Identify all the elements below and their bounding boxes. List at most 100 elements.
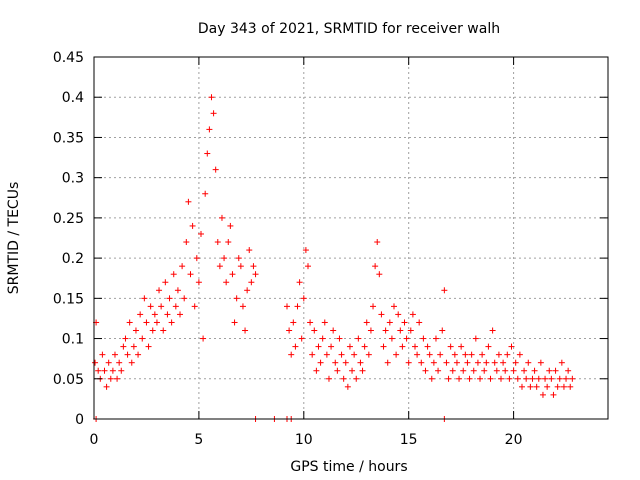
data-point: [336, 335, 343, 342]
data-point: [422, 367, 429, 374]
data-point: [388, 335, 395, 342]
data-point: [409, 311, 416, 318]
y-tick-label: 0: [75, 412, 84, 428]
data-point: [242, 327, 249, 334]
data-point: [560, 383, 567, 390]
data-point: [304, 263, 311, 270]
data-point: [462, 351, 469, 358]
data-point: [563, 375, 570, 382]
data-point: [416, 319, 423, 326]
data-point: [237, 263, 244, 270]
data-point: [95, 367, 102, 374]
data-point: [319, 335, 326, 342]
data-point: [294, 303, 301, 310]
data-point: [489, 327, 496, 334]
data-point: [233, 295, 240, 302]
data-point: [374, 239, 381, 246]
data-point: [181, 295, 188, 302]
data-point: [458, 343, 465, 350]
data-point: [252, 271, 259, 278]
data-point: [323, 351, 330, 358]
data-point: [401, 319, 408, 326]
plot-frame: [93, 56, 609, 420]
data-point: [114, 375, 121, 382]
data-point: [328, 343, 335, 350]
data-point: [567, 383, 574, 390]
data-point: [447, 343, 454, 350]
data-point: [141, 295, 148, 302]
data-point: [284, 303, 291, 310]
data-point: [514, 375, 521, 382]
data-point: [378, 311, 385, 318]
data-point: [101, 367, 108, 374]
data-point: [493, 367, 500, 374]
data-point: [418, 359, 425, 366]
y-tick-label: 0.3: [62, 171, 84, 187]
y-tick-label: 0.45: [53, 50, 84, 66]
data-point: [414, 351, 421, 358]
data-point: [223, 279, 230, 286]
data-point: [558, 359, 565, 366]
y-tick-label: 0.25: [53, 211, 84, 227]
data-point: [430, 359, 437, 366]
data-point: [239, 303, 246, 310]
data-point: [508, 343, 515, 350]
data-point: [172, 303, 179, 310]
data-point: [225, 239, 232, 246]
data-point: [397, 327, 404, 334]
data-point: [487, 375, 494, 382]
x-tick-label: 0: [90, 432, 99, 448]
data-point: [210, 110, 217, 117]
data-point: [537, 359, 544, 366]
data-point: [321, 319, 328, 326]
data-point: [200, 335, 207, 342]
data-point: [456, 375, 463, 382]
data-point: [204, 150, 211, 157]
data-point: [472, 335, 479, 342]
data-point: [367, 327, 374, 334]
data-point: [359, 367, 366, 374]
x-tick-label: 15: [400, 432, 418, 448]
data-point: [365, 351, 372, 358]
data-point: [120, 343, 127, 350]
data-point: [349, 367, 356, 374]
data-point: [420, 335, 427, 342]
data-point: [470, 367, 477, 374]
data-point: [495, 351, 502, 358]
data-point: [296, 279, 303, 286]
x-tick-label: 5: [194, 432, 203, 448]
data-point: [481, 367, 488, 374]
data-point: [353, 375, 360, 382]
data-point: [424, 343, 431, 350]
data-point: [149, 327, 156, 334]
y-tick-label: 0.05: [53, 372, 84, 388]
data-point: [370, 303, 377, 310]
data-point: [393, 351, 400, 358]
axis-ticks: 0 0.05 0.1 0.15 0.2 0.25 0.3 0.35 0.4 0.45 0 5 10 15 2…: [53, 50, 608, 448]
data-point: [399, 343, 406, 350]
data-point: [309, 351, 316, 358]
data-point: [135, 351, 142, 358]
data-point: [355, 335, 362, 342]
data-point: [407, 327, 414, 334]
data-point: [212, 166, 219, 173]
data-point: [164, 311, 171, 318]
data-point: [126, 319, 133, 326]
data-point: [449, 367, 456, 374]
data-point: [107, 375, 114, 382]
data-point: [437, 351, 444, 358]
data-point: [244, 287, 251, 294]
data-point: [344, 383, 351, 390]
data-point: [512, 359, 519, 366]
data-point: [391, 303, 398, 310]
data-point: [386, 319, 393, 326]
data-point: [523, 375, 530, 382]
data-point: [208, 94, 215, 101]
data-point: [246, 247, 253, 254]
data-point: [445, 375, 452, 382]
data-point: [231, 319, 238, 326]
data-point: [191, 303, 198, 310]
data-point: [177, 311, 184, 318]
data-point: [313, 367, 320, 374]
